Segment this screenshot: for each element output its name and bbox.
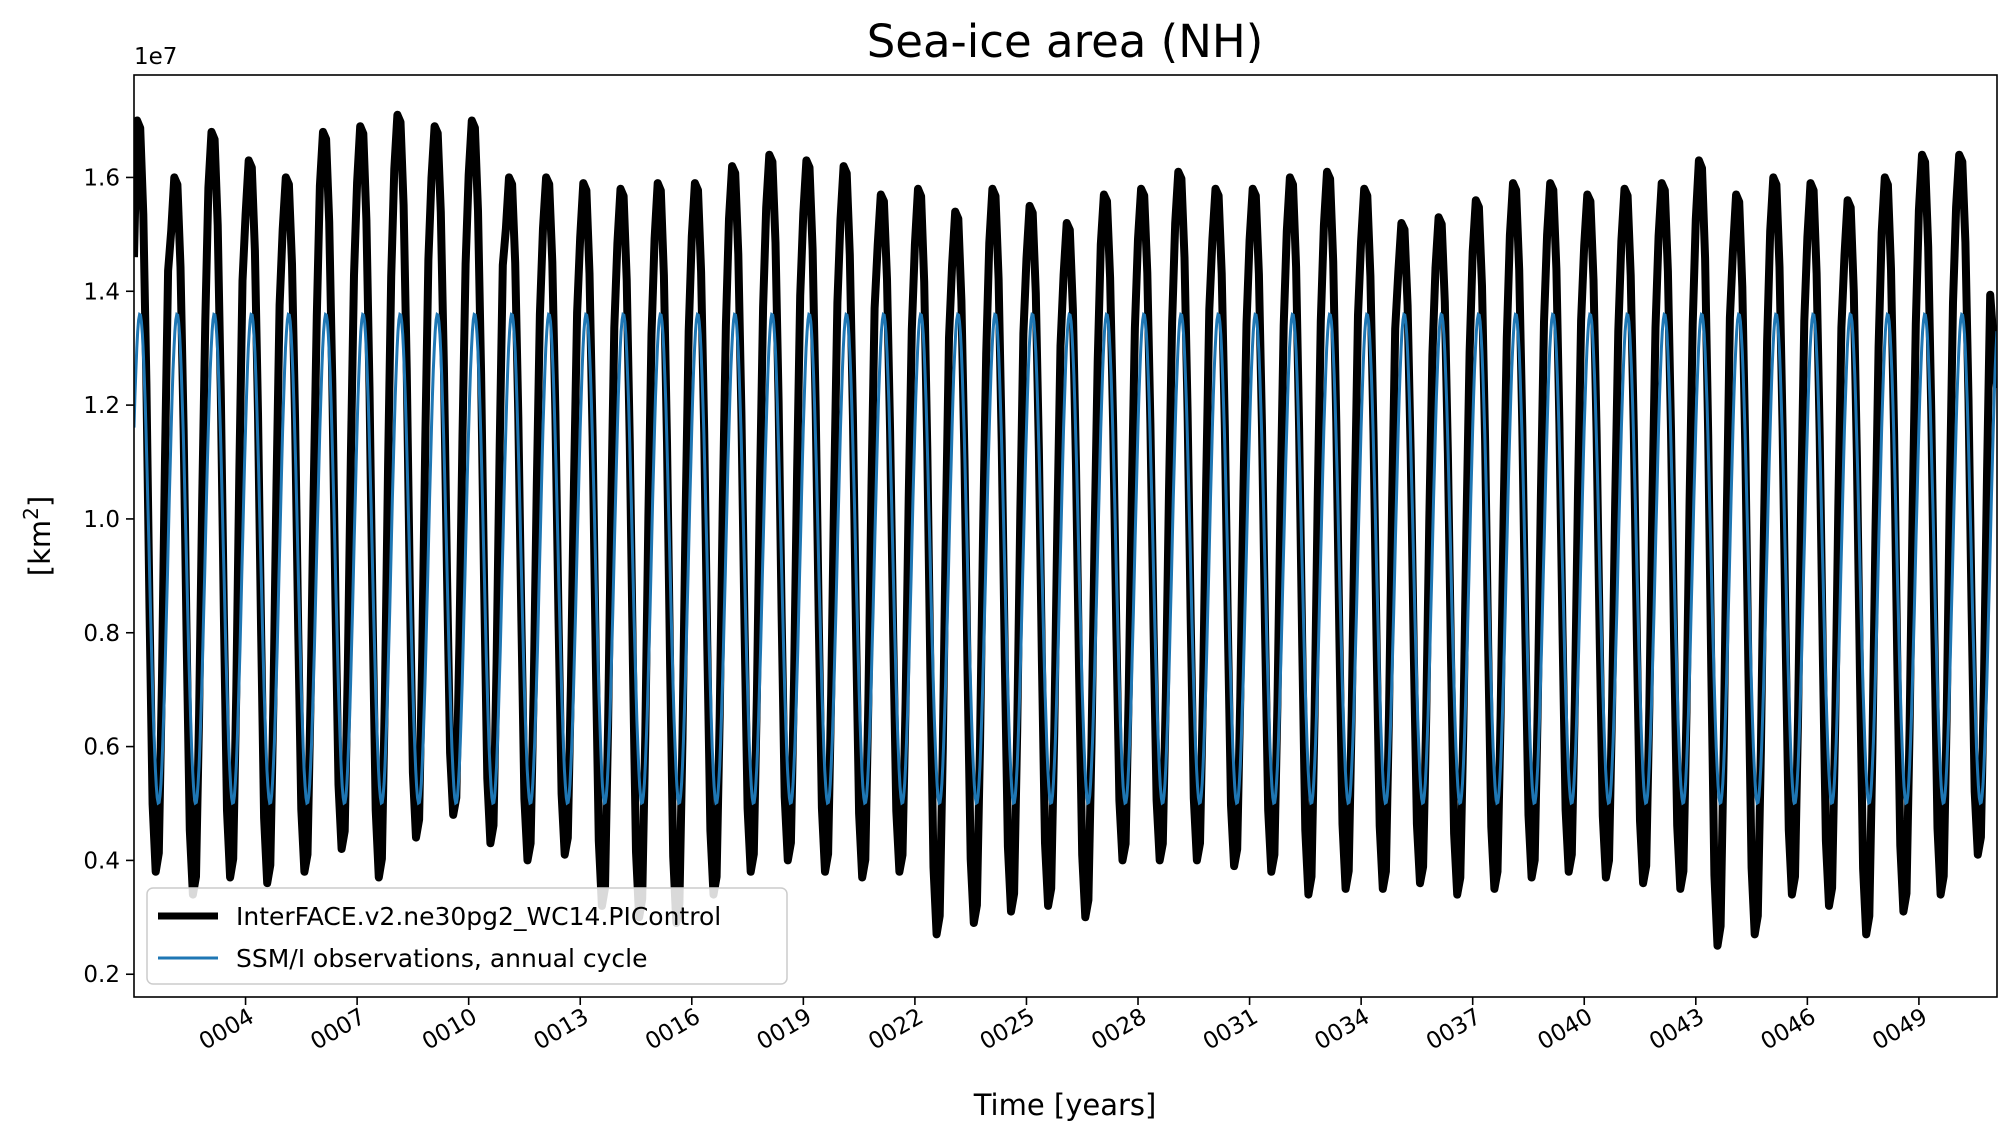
y-tick-label: 0.6 [83,735,120,761]
y-tick-label: 1.2 [83,393,120,419]
plot-area [134,110,1997,950]
legend-box [146,887,788,985]
plot-frame [133,74,1998,998]
x-axis-label: Time [years] [973,1088,1157,1122]
legend-label-observations: SSM/I observations, annual cycle [236,944,648,973]
series-line-ssmi-observations [134,311,1997,806]
legend: InterFACE.v2.ne30pg2_WC14.PIControl SSM/… [146,887,788,985]
y-tick-label: 0.4 [83,848,120,874]
legend-label-model: InterFACE.v2.ne30pg2_WC14.PIControl [236,902,721,931]
y-tick-label: 1.0 [83,507,120,533]
series-line-model-picontrol [134,110,1997,950]
y-axis-ticks: 0.2 0.4 0.6 0.8 1.0 1.2 1.4 1.6 [83,165,134,988]
y-tick-label: 1.4 [83,279,120,305]
y-tick-label: 1.6 [83,165,120,191]
y-axis-label: [km2] [19,496,57,576]
y-tick-label: 0.2 [83,962,120,988]
y-tick-label: 0.8 [83,621,120,647]
y-offset-label: 1e7 [134,44,177,70]
chart-title: Sea-ice area (NH) [867,15,1264,68]
